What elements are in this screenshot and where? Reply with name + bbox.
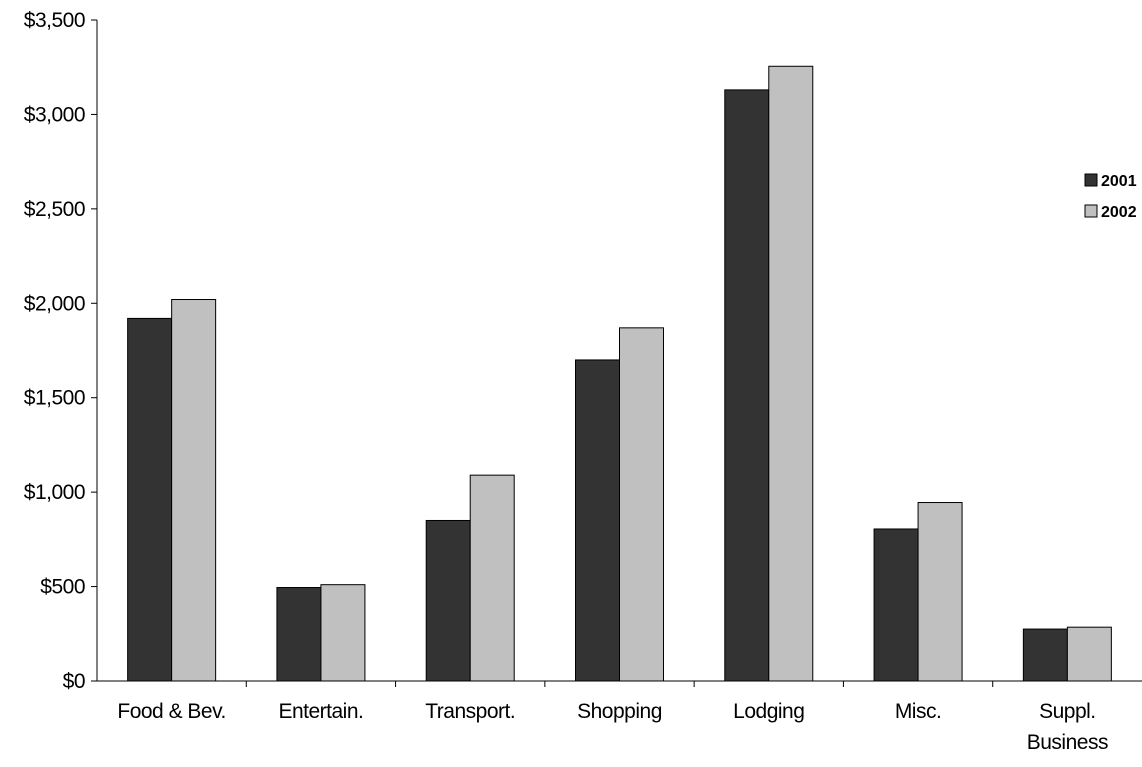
legend: 2001 2002 <box>1084 173 1137 221</box>
x-axis: Food & Bev. Entertain. Transport. Shopping L… <box>97 680 1142 754</box>
legend-label-2001: 2001 <box>1101 173 1137 190</box>
y-tick-label: $0 <box>63 670 85 693</box>
bar-2002-0 <box>171 299 217 682</box>
y-tick-label: $500 <box>40 576 85 599</box>
y-tick-label: $2,000 <box>24 292 85 315</box>
x-category-label-line: Transport. <box>425 700 515 723</box>
bar-2002-1 <box>320 584 366 682</box>
legend-swatch-2002 <box>1084 204 1098 218</box>
x-category-label: Entertain. <box>278 700 363 723</box>
y-tick-label: $1,000 <box>24 481 85 504</box>
bar-2001-2 <box>425 519 471 682</box>
bar-2001-5 <box>873 528 919 682</box>
x-category-label-line: Entertain. <box>278 700 363 723</box>
y-tick-label: $1,500 <box>24 387 85 410</box>
x-category-label-line: Shopping <box>577 700 662 723</box>
bar-2002-2 <box>469 474 515 682</box>
x-category-label-line: Misc. <box>895 700 942 723</box>
bars <box>127 65 1112 682</box>
x-category-label: Lodging <box>733 700 804 723</box>
y-tick-label: $2,500 <box>24 198 85 221</box>
bar-2001-0 <box>127 317 173 682</box>
legend-label-2002: 2002 <box>1101 204 1137 221</box>
x-category-label-line: Food & Bev. <box>117 700 226 723</box>
legend-swatch-2001 <box>1084 173 1098 187</box>
bar-2002-5 <box>917 502 963 682</box>
x-category-label: Shopping <box>577 700 662 723</box>
x-category-label: Food & Bev. <box>117 700 226 723</box>
bar-2002-3 <box>619 327 664 682</box>
y-tick-label: $3,500 <box>24 9 85 32</box>
x-category-label-line: Business <box>1027 731 1108 754</box>
x-category-label-line: Suppl. <box>1039 700 1096 723</box>
x-category-label-line: Lodging <box>733 700 804 723</box>
y-axis: $0 $500 $1,000 $1,500 $2,000 $2,500 $3,000 $3,5… <box>24 9 98 693</box>
x-category-label: Suppl. Business <box>1027 700 1108 754</box>
bar-2002-6 <box>1066 626 1112 682</box>
bar-2002-4 <box>768 65 814 682</box>
y-tick-label: $3,000 <box>24 103 85 126</box>
bar-2001-6 <box>1022 628 1068 682</box>
bar-2001-1 <box>276 587 322 682</box>
bar-2001-4 <box>724 89 770 682</box>
x-category-label: Transport. <box>425 700 515 723</box>
bar-2001-3 <box>575 359 620 682</box>
x-category-label: Misc. <box>895 700 942 723</box>
